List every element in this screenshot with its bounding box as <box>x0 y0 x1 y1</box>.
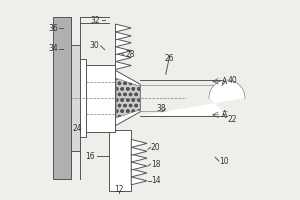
FancyBboxPatch shape <box>53 17 71 179</box>
Polygon shape <box>116 70 140 126</box>
Text: 12: 12 <box>115 185 124 194</box>
Text: 24: 24 <box>72 124 82 133</box>
Polygon shape <box>131 177 147 185</box>
Polygon shape <box>116 62 131 69</box>
Text: 30: 30 <box>89 41 99 50</box>
Polygon shape <box>116 78 140 118</box>
Text: 16: 16 <box>85 152 95 161</box>
Polygon shape <box>116 24 131 32</box>
FancyBboxPatch shape <box>80 59 86 137</box>
Text: 32: 32 <box>90 16 100 25</box>
Polygon shape <box>131 169 147 177</box>
Polygon shape <box>131 139 147 147</box>
Text: 40: 40 <box>228 76 238 85</box>
Polygon shape <box>131 147 147 155</box>
Polygon shape <box>116 39 131 47</box>
Text: 26: 26 <box>165 54 175 63</box>
Text: A: A <box>222 110 227 119</box>
Text: A: A <box>222 77 227 86</box>
Text: 20: 20 <box>151 143 160 152</box>
FancyBboxPatch shape <box>109 130 131 191</box>
Text: 34: 34 <box>49 44 58 53</box>
Text: 18: 18 <box>151 160 160 169</box>
Polygon shape <box>116 54 131 62</box>
Polygon shape <box>116 32 131 40</box>
FancyBboxPatch shape <box>71 45 80 151</box>
Polygon shape <box>131 154 147 162</box>
Text: 38: 38 <box>156 104 166 113</box>
Polygon shape <box>116 47 131 55</box>
FancyBboxPatch shape <box>86 64 116 132</box>
Polygon shape <box>131 162 147 170</box>
Text: 10: 10 <box>219 157 229 166</box>
Text: 22: 22 <box>228 115 237 124</box>
Polygon shape <box>140 80 245 116</box>
Text: 28: 28 <box>125 50 135 59</box>
Text: 36: 36 <box>49 24 58 33</box>
Text: 14: 14 <box>151 176 160 185</box>
